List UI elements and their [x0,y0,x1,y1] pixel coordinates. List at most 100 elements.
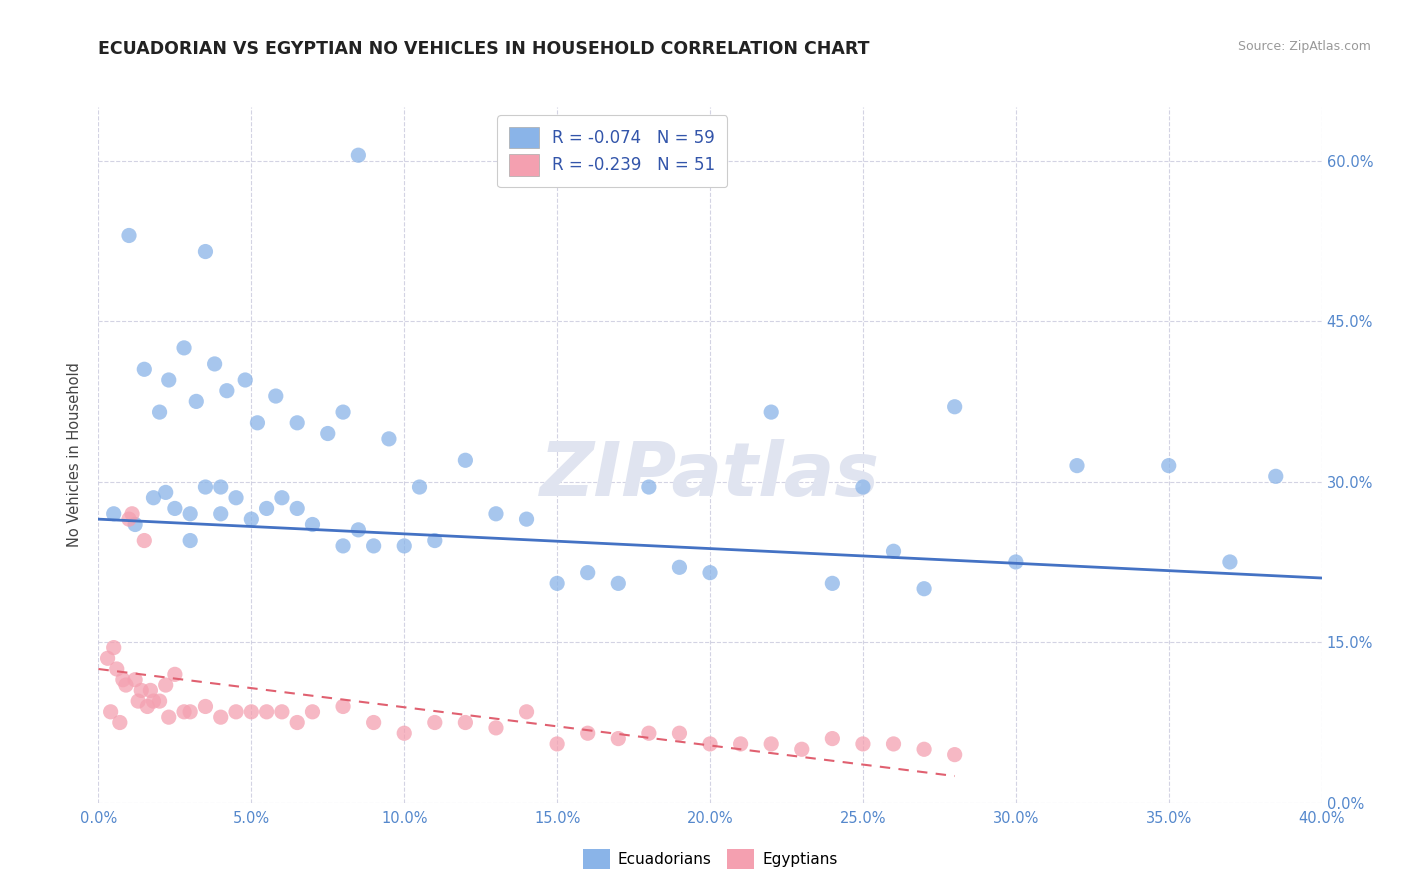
Point [378,432,401,446]
Text: Source: ZipAtlas.com: Source: ZipAtlas.com [1237,40,1371,54]
Point [1219,555,1241,569]
Point [155,678,177,692]
Point [821,576,844,591]
Point [852,480,875,494]
Point [179,533,201,548]
Point [215,384,238,398]
Point [363,539,385,553]
Point [1066,458,1088,473]
Point [347,523,370,537]
Point [142,694,165,708]
Point [103,640,125,655]
Point [454,715,477,730]
Point [209,507,232,521]
Point [943,747,966,762]
Point [285,501,308,516]
Point [134,533,156,548]
Point [332,539,354,553]
Point [1264,469,1286,483]
Point [157,373,180,387]
Point [883,737,905,751]
Point [485,507,508,521]
Point [124,673,146,687]
Point [638,726,661,740]
Point [852,737,875,751]
Point [454,453,477,467]
Point [163,501,186,516]
Point [173,341,195,355]
Point [576,726,599,740]
Point [149,405,172,419]
Point [134,362,156,376]
Point [124,517,146,532]
Point [233,373,256,387]
Point [173,705,195,719]
Point [194,480,217,494]
Point [790,742,813,756]
Point [1004,555,1026,569]
Point [240,705,263,719]
Point [155,485,177,500]
Point [264,389,287,403]
Point [423,715,446,730]
Point [186,394,208,409]
Point [105,662,128,676]
Point [392,539,416,553]
Point [115,678,138,692]
Point [1157,458,1180,473]
Point [209,480,232,494]
Point [546,737,568,751]
Point [301,517,323,532]
Point [108,715,131,730]
Point [256,705,278,719]
Point [285,416,308,430]
Point [485,721,508,735]
Point [194,699,217,714]
Point [179,507,201,521]
Point [136,699,159,714]
Point [256,501,278,516]
Point [516,705,538,719]
Point [149,694,172,708]
Point [392,726,416,740]
Point [103,507,125,521]
Point [761,737,783,751]
Point [97,651,120,665]
Point [194,244,217,259]
Point [423,533,446,548]
Point [607,731,630,746]
Point [163,667,186,681]
Point [139,683,162,698]
Text: ECUADORIAN VS EGYPTIAN NO VEHICLES IN HOUSEHOLD CORRELATION CHART: ECUADORIAN VS EGYPTIAN NO VEHICLES IN HO… [98,40,870,58]
Point [821,731,844,746]
Text: ZIPatlas: ZIPatlas [540,439,880,512]
Point [157,710,180,724]
Point [121,507,143,521]
Point [912,582,935,596]
Point [883,544,905,558]
Legend: Ecuadorians, Egyptians: Ecuadorians, Egyptians [576,843,844,875]
Point [761,405,783,419]
Point [209,710,232,724]
Point [118,512,141,526]
Point [332,699,354,714]
Point [179,705,201,719]
Point [638,480,661,494]
Point [699,737,721,751]
Y-axis label: No Vehicles in Household: No Vehicles in Household [67,362,83,548]
Point [516,512,538,526]
Point [730,737,752,751]
Point [240,512,263,526]
Point [943,400,966,414]
Point [270,705,294,719]
Point [270,491,294,505]
Point [225,705,247,719]
Point [111,673,134,687]
Point [129,683,152,698]
Point [204,357,226,371]
Point [100,705,122,719]
Point [576,566,599,580]
Point [142,491,165,505]
Point [408,480,430,494]
Point [285,715,308,730]
